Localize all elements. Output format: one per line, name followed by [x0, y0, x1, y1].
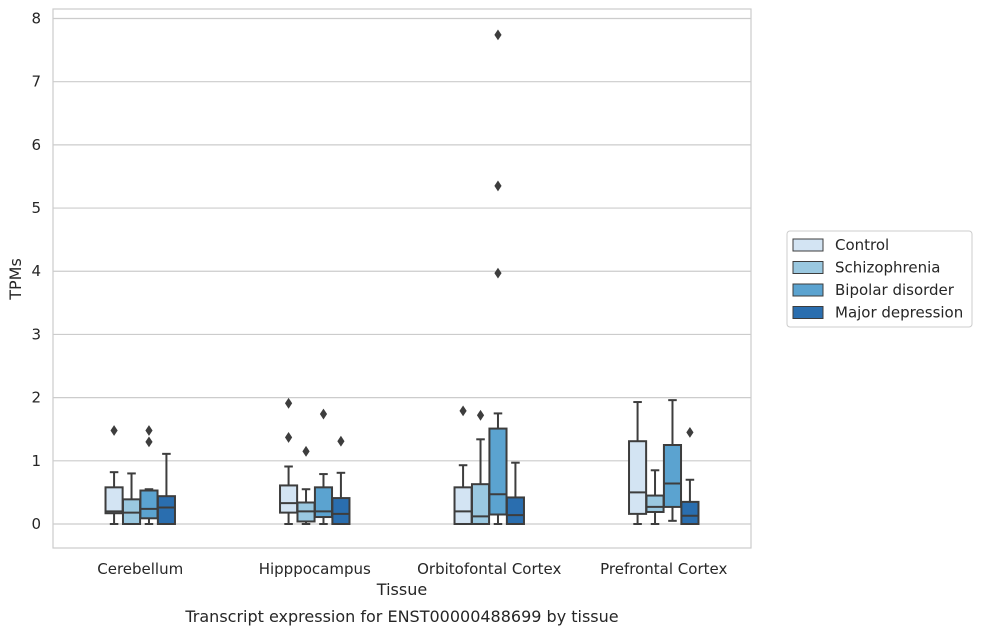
- outlier-point: [110, 425, 118, 436]
- x-tick-label-cerebellum: Cerebellum: [97, 560, 183, 578]
- outlier-point: [145, 436, 153, 448]
- y-tick-label-5: 5: [31, 199, 41, 217]
- box-cerebellum-schizophrenia: [121, 472, 142, 525]
- box-iqr: [662, 444, 683, 508]
- x-tick-label-hipppocampus: Hipppocampus: [259, 560, 371, 578]
- legend-swatch: [792, 261, 824, 274]
- legend-item-control: Control: [792, 236, 889, 254]
- outlier-point: [302, 445, 310, 457]
- legend-frame: [786, 230, 973, 328]
- box-iqr: [645, 494, 665, 513]
- y-axis-label: TPMs: [6, 258, 25, 301]
- box-iqr: [156, 495, 176, 525]
- outlier-point: [284, 397, 293, 409]
- outlier-point: [145, 425, 153, 436]
- legend-label: Schizophrenia: [835, 259, 940, 277]
- x-tick-label-orbitofontal-cortex: Orbitofontal Cortex: [417, 560, 561, 578]
- y-tick-label-4: 4: [31, 262, 41, 280]
- legend-item-bipolar-disorder: Bipolar disorder: [792, 281, 955, 299]
- y-tick-label-1: 1: [31, 452, 41, 470]
- legend-item-schizophrenia: Schizophrenia: [792, 259, 940, 277]
- outlier-point: [459, 405, 467, 417]
- legend-label: Bipolar disorder: [835, 281, 955, 299]
- box-cerebellum-major-depression: [156, 452, 176, 525]
- box-hipppocampus-bipolar-disorder: [313, 408, 334, 525]
- box-iqr: [139, 489, 159, 520]
- x-tick-labels: Cerebellum Hipppocampus Orbitofontal Corte…: [97, 560, 727, 578]
- plot-frame: [52, 8, 752, 549]
- box-series: [104, 29, 700, 525]
- box-iqr: [470, 483, 491, 525]
- box-iqr: [279, 484, 299, 514]
- box-iqr: [488, 427, 508, 516]
- box-iqr: [680, 500, 700, 525]
- box-prefrontal-cortex-control: [628, 401, 648, 525]
- box-orbitofontal-cortex-control: [453, 405, 473, 525]
- outlier-point: [319, 408, 328, 420]
- chart-caption: Transcript expression for ENST0000048869…: [184, 607, 618, 626]
- box-hipppocampus-major-depression: [331, 435, 351, 525]
- box-hipppocampus-control: [279, 397, 299, 525]
- box-iqr: [628, 440, 648, 515]
- outlier-point: [476, 409, 485, 421]
- legend-label: Control: [835, 236, 889, 254]
- box-prefrontal-cortex-bipolar-disorder: [662, 399, 683, 522]
- outlier-point: [284, 432, 293, 443]
- legend-swatch: [792, 283, 824, 297]
- outlier-point: [686, 426, 694, 438]
- box-prefrontal-cortex-schizophrenia: [645, 469, 665, 525]
- box-iqr: [453, 486, 473, 525]
- box-iqr: [313, 486, 334, 519]
- y-tick-label-0: 0: [31, 515, 41, 533]
- y-tick-label-8: 8: [31, 9, 41, 27]
- outlier-point: [337, 435, 345, 447]
- outlier-point: [494, 29, 502, 41]
- outlier-point: [494, 267, 502, 279]
- legend: Control Schizophrenia Bipolar disorder Majo…: [786, 230, 973, 328]
- y-tick-label-6: 6: [31, 136, 41, 154]
- x-tick-label-prefrontal-cortex: Prefrontal Cortex: [600, 560, 727, 578]
- box-orbitofontal-cortex-bipolar-disorder: [488, 29, 508, 525]
- x-axis-label: Tissue: [376, 580, 427, 599]
- box-iqr: [331, 497, 351, 525]
- y-tick-label-7: 7: [31, 73, 41, 91]
- box-orbitofontal-cortex-major-depression: [505, 461, 525, 525]
- y-tick-label-2: 2: [31, 389, 41, 407]
- box-iqr: [104, 486, 124, 515]
- outlier-point: [494, 180, 502, 192]
- legend-swatch: [792, 238, 824, 252]
- legend-item-major-depression: Major depression: [792, 304, 963, 322]
- y-tick-labels: 0 1 2 3 4 5 6 7 8: [31, 9, 41, 533]
- legend-swatch: [792, 306, 824, 319]
- box-iqr: [505, 496, 525, 525]
- legend-label: Major depression: [835, 304, 963, 322]
- y-tick-label-3: 3: [31, 325, 41, 343]
- box-prefrontal-cortex-major-depression: [680, 426, 700, 525]
